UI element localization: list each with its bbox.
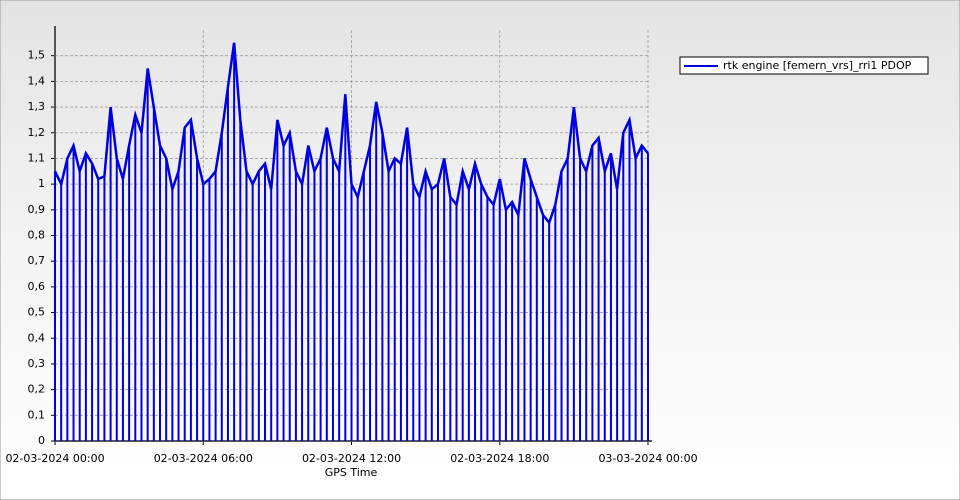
y-tick-label: 1,5 [28,49,46,62]
y-tick-label: 0,2 [28,383,46,396]
y-tick-label: 0,9 [28,203,46,216]
y-tick-label: 0,8 [28,229,46,242]
x-tick-label: 02-03-2024 00:00 [5,452,104,465]
data-line [53,42,649,226]
y-tick-label: 1,3 [28,100,46,113]
y-tick-label: 0 [38,434,45,447]
y-tick-label: 0,7 [28,254,46,267]
y-tick-label: 0,3 [28,357,46,370]
y-tick-label: 0,6 [28,280,46,293]
y-tick-label: 0,4 [28,331,46,344]
y-tick-label: 1,4 [28,74,46,87]
x-tick-label: 02-03-2024 18:00 [450,452,549,465]
y-tick-label: 1 [38,177,45,190]
y-tick-label: 0,5 [28,306,46,319]
legend-box [679,56,929,75]
x-axis-title: GPS Time [325,466,378,479]
y-tick-label: 0,1 [28,408,46,421]
x-tick-label: 02-03-2024 06:00 [154,452,253,465]
y-tick-label: 1,1 [28,151,46,164]
y-tick-label: 1,2 [28,126,46,139]
x-tick-label: 02-03-2024 12:00 [302,452,401,465]
legend-label: rtk engine [femern_vrs]_rri1 PDOP [723,59,912,72]
x-tick-label: 03-03-2024 00:00 [598,452,697,465]
